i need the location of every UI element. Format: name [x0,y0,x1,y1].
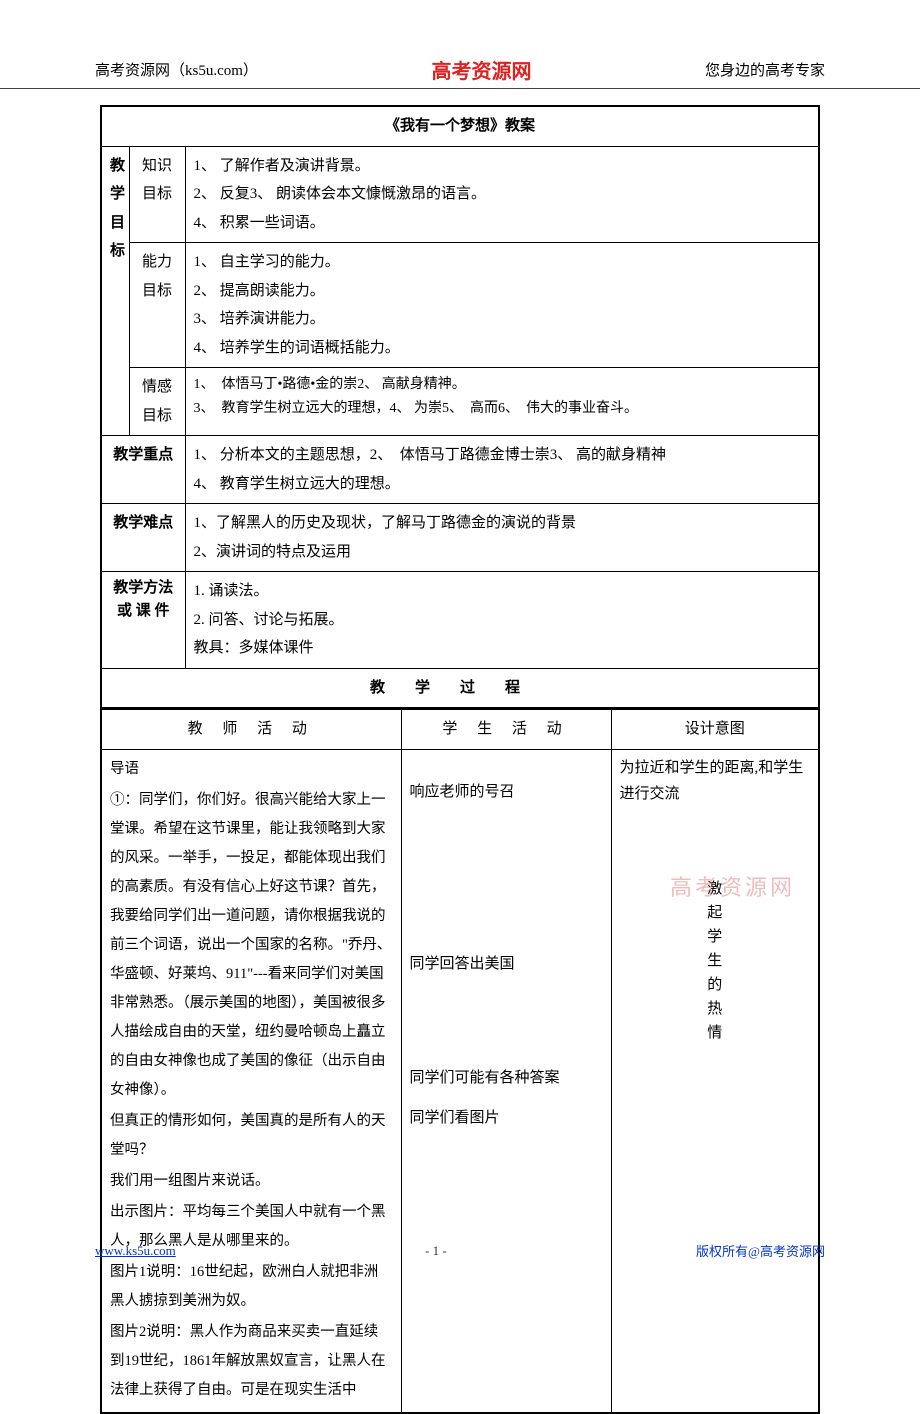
intent-i2: 激 起 学 生 的 热 情 [620,877,811,1045]
student-s1: 响应老师的号召 [410,777,603,807]
header-left: 高考资源网（ks5u.com） [95,59,258,80]
method-text: 1. 诵读法。 2. 问答、讨论与拓展。 教具：多媒体课件 [185,572,819,669]
col-intent: 设计意图 [611,710,819,750]
header-right: 您身边的高考专家 [705,59,825,80]
difficulty-label: 教学难点 [101,504,185,572]
lesson-title: 《我有一个梦想》教案 [101,106,819,146]
goals-label: 教学目标 [101,146,129,436]
keypoint-text: 1、 分析本文的主题思想，2、 体悟马丁路德金博士崇3、 高的献身精神 4、 教… [185,436,819,504]
keypoint-label: 教学重点 [101,436,185,504]
method-label: 教学方法或 课 件 [101,572,185,669]
teacher-p3: 我们用一组图片来说话。 [110,1167,393,1196]
student-s3: 同学们可能有各种答案 [410,1063,603,1093]
student-s2: 同学回答出美国 [410,949,603,979]
lesson-plan-table: 《我有一个梦想》教案 教学目标 知识目标 1、 了解作者及演讲背景。 2、 反复… [100,105,820,709]
ability-goal-label: 能力目标 [129,243,185,368]
col-student: 学 生 活 动 [401,710,611,750]
teacher-p1: ①：同学们，你们好。很高兴能给大家上一堂课。希望在这节课里，能让我领略到大家的风… [110,786,393,1105]
emotion-goal-text: 1、 体悟马丁•路德•金的崇2、 高献身精神。 3、 教育学生树立远大的理想，4… [185,368,819,436]
teacher-p6: 图片2说明：黑人作为商品来买卖一直延续到19世纪，1861年解放黑奴宣言，让黑人… [110,1318,393,1405]
header-center-logo: 高考资源网 [431,55,531,84]
emotion-goal-label: 情感目标 [129,368,185,436]
teacher-p2: 但真正的情形如何，美国真的是所有人的天堂吗？ [110,1107,393,1165]
teacher-activity-cell: 导语 ①：同学们，你们好。很高兴能给大家上一堂课。希望在这节课里，能让我领略到大… [101,749,401,1413]
page-header: 高考资源网（ks5u.com） 高考资源网 您身边的高考专家 [0,0,920,89]
page-footer: www.ks5u.com - 1 - 版权所有@高考资源网 [0,1241,920,1260]
process-table: 教 师 活 动 学 生 活 动 设计意图 导语 ①：同学们，你们好。很高兴能给大… [100,709,820,1414]
knowledge-goal-label: 知识目标 [129,146,185,243]
knowledge-goal-text: 1、 了解作者及演讲背景。 2、 反复3、 朗读体会本文慷慨激昂的语言。 4、 … [185,146,819,243]
ability-goal-text: 1、 自主学习的能力。 2、 提高朗读能力。 3、 培养演讲能力。 4、 培养学… [185,243,819,368]
teacher-p5: 图片1说明：16世纪起，欧洲白人就把非洲黑人掳掠到美洲为奴。 [110,1258,393,1316]
student-activity-cell: 响应老师的号召 同学回答出美国 同学们可能有各种答案 同学们看图片 [401,749,611,1413]
teacher-lead: 导语 [110,755,393,784]
intent-i1: 为拉近和学生的距离,和学生进行交流 [620,755,811,808]
process-section-title: 教学过程 [101,668,819,708]
footer-url[interactable]: www.ks5u.com [95,1243,176,1259]
student-s4: 同学们看图片 [410,1103,603,1133]
col-teacher: 教 师 活 动 [101,710,401,750]
difficulty-text: 1、了解黑人的历史及现状，了解马丁路德金的演说的背景 2、演讲词的特点及运用 [185,504,819,572]
footer-page-number: - 1 - [425,1243,447,1259]
footer-copyright: 版权所有@高考资源网 [696,1241,825,1260]
intent-cell: 为拉近和学生的距离,和学生进行交流 激 起 学 生 的 热 情 [611,749,819,1413]
